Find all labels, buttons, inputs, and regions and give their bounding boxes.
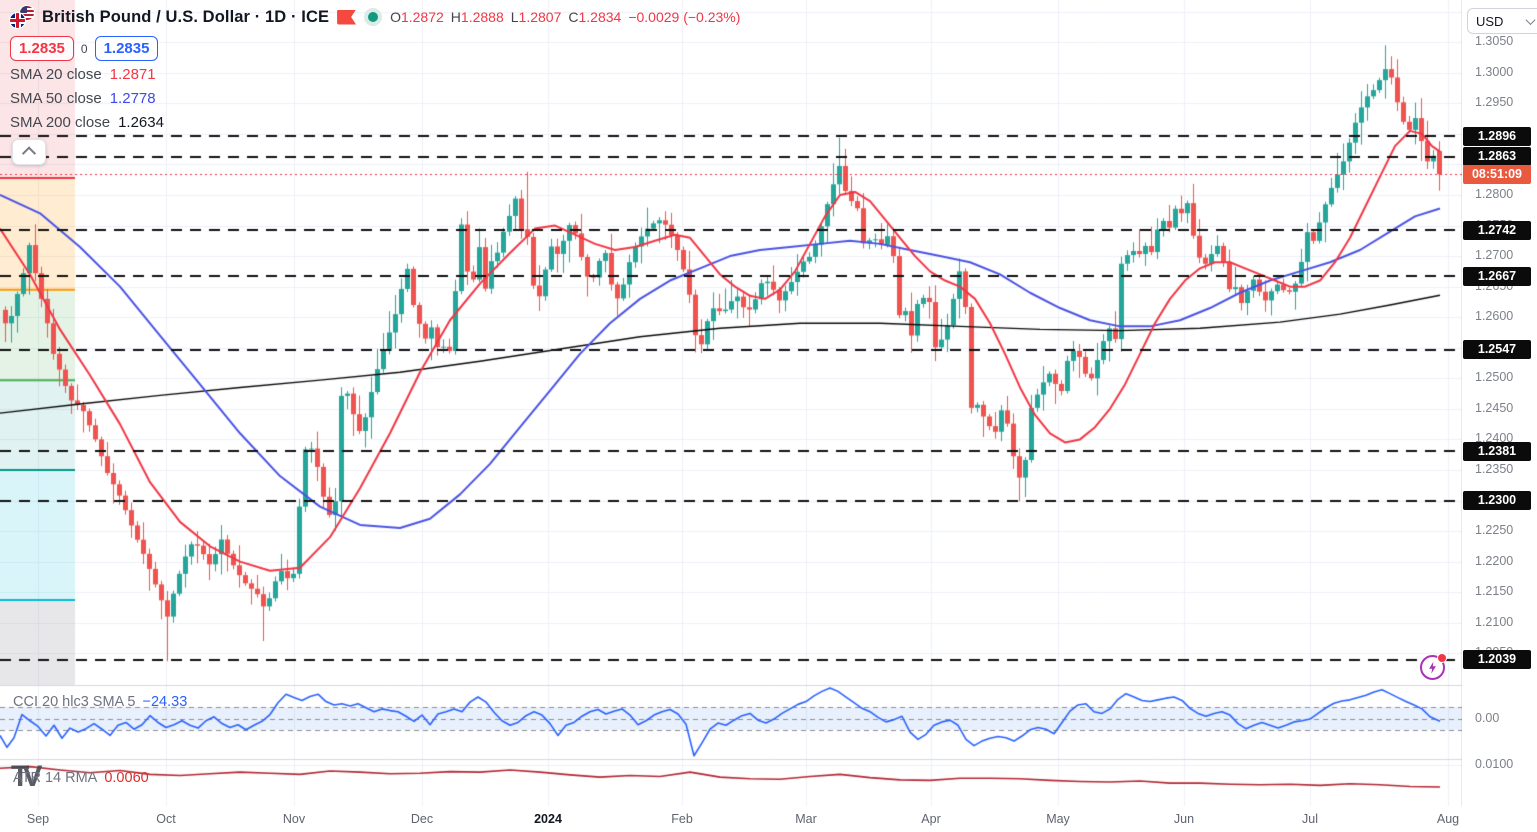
- chevron-down-icon: [1525, 14, 1536, 25]
- level-price-label: 1.2381: [1463, 441, 1531, 461]
- level-price-label: 1.2039: [1463, 650, 1531, 670]
- price-axis-tick: 1.3000: [1475, 64, 1514, 79]
- price-axis-tick: 1.2450: [1475, 400, 1514, 415]
- spread-value: 0: [80, 41, 88, 56]
- time-axis-tick: Feb: [671, 812, 693, 826]
- atr-legend[interactable]: ATR 14 RMA 0.0060: [13, 770, 149, 786]
- time-axis-tick: Oct: [156, 812, 176, 826]
- price-axis-tick: 1.2100: [1475, 614, 1514, 629]
- price-axis-tick: 1.2350: [1475, 461, 1514, 476]
- time-axis-tick: Sep: [26, 812, 50, 826]
- price-axis-tick: 1.2700: [1475, 248, 1514, 263]
- price-axis-tick: 1.2250: [1475, 523, 1514, 538]
- market-open-dot-icon: [364, 8, 383, 26]
- price-axis-tick: 1.2950: [1475, 95, 1514, 110]
- quote-row: 1.2835 0 1.2835: [10, 36, 159, 61]
- sma50-legend[interactable]: SMA 50 close 1.2778: [10, 90, 156, 107]
- legend-collapse-button[interactable]: [12, 139, 46, 165]
- sma20-legend[interactable]: SMA 20 close 1.2871: [10, 66, 156, 83]
- level-price-label: 1.2896: [1463, 126, 1531, 146]
- time-axis-tick: Mar: [795, 812, 817, 826]
- price-axis-tick: 1.2200: [1475, 553, 1514, 568]
- price-axis-tick: 1.2500: [1475, 370, 1514, 385]
- time-axis-tick: Jun: [1173, 812, 1195, 826]
- time-axis-tick: 2024: [534, 812, 562, 826]
- level-price-label: 1.2863: [1463, 147, 1531, 166]
- cci-axis-tick: 0.00: [1475, 710, 1500, 725]
- time-axis-tick: Nov: [282, 812, 306, 826]
- ohlc-values: O1.2872 H1.2888 L1.2807 C1.2834 −0.0029 …: [390, 9, 740, 25]
- cci-legend[interactable]: CCI 20 hlc3 SMA 5 −24.33: [13, 694, 188, 710]
- sell-price-button[interactable]: 1.2835: [10, 36, 74, 61]
- level-price-label: 1.2547: [1463, 340, 1531, 360]
- open-value: O1.2872: [390, 9, 444, 25]
- low-value: L1.2807: [510, 9, 562, 25]
- symbol-row: British Pound / U.S. Dollar · 1D · ICE O…: [10, 6, 740, 28]
- symbol-title[interactable]: British Pound / U.S. Dollar · 1D · ICE: [42, 7, 330, 26]
- time-axis-tick: Aug: [1436, 812, 1460, 826]
- price-axis-tick: 1.2150: [1475, 584, 1514, 599]
- chevron-up-icon: [21, 146, 37, 161]
- price-axis-tick: 1.2600: [1475, 309, 1514, 324]
- level-price-label: 1.2742: [1463, 220, 1531, 240]
- bar-countdown-label: 08:51:09: [1463, 164, 1531, 184]
- change-value: −0.0029 (−0.23%): [628, 9, 741, 25]
- time-axis-tick: Dec: [410, 812, 434, 826]
- buy-price-button[interactable]: 1.2835: [94, 36, 159, 61]
- price-axis-tick: 1.2800: [1475, 187, 1514, 201]
- lightning-bolt-icon: [1429, 661, 1436, 674]
- atr-axis-tick: 0.0100: [1475, 757, 1514, 771]
- close-value: C1.2834: [568, 9, 622, 25]
- time-axis[interactable]: Sep Oct Nov Dec 2024 Feb Mar Apr May Jun Jul Aug: [0, 806, 1537, 832]
- price-axis[interactable]: 1.30501.30001.29501.29001.28501.28001.27…: [1462, 0, 1537, 806]
- notification-dot-icon: [1437, 653, 1447, 663]
- currency-dropdown[interactable]: USD: [1467, 8, 1537, 34]
- flag-symbol-icon[interactable]: [337, 9, 357, 25]
- level-price-label: 1.2667: [1463, 266, 1531, 286]
- time-axis-tick: Apr: [921, 812, 941, 826]
- level-price-label: 1.2300: [1463, 491, 1531, 510]
- price-axis-tick: 1.3050: [1475, 34, 1514, 49]
- high-value: H1.2888: [450, 9, 504, 25]
- gbpusd-flags-icon: [10, 6, 34, 28]
- events-lightning-icon[interactable]: [1419, 653, 1447, 681]
- time-axis-tick: May: [1046, 812, 1070, 826]
- time-axis-tick: Jul: [1302, 812, 1318, 826]
- sma200-legend[interactable]: SMA 200 close 1.2634: [10, 114, 164, 131]
